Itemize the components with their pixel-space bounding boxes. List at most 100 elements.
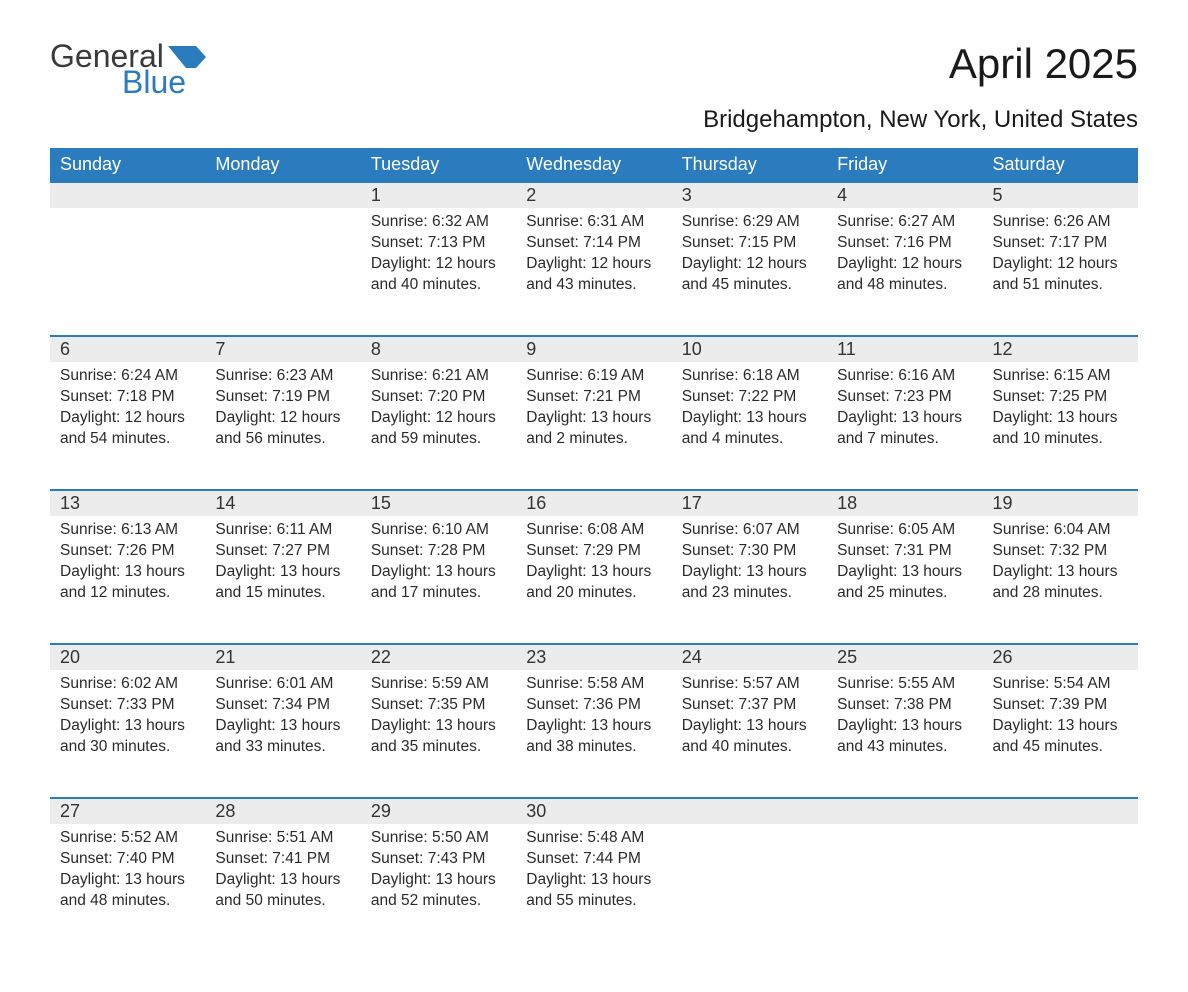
day-content-row: Sunrise: 5:52 AMSunset: 7:40 PMDaylight:… (50, 824, 1138, 952)
day-content-cell: Sunrise: 6:01 AMSunset: 7:34 PMDaylight:… (205, 670, 360, 798)
sunset-line: Sunset: 7:14 PM (526, 233, 661, 254)
day-content-cell: Sunrise: 6:18 AMSunset: 7:22 PMDaylight:… (672, 362, 827, 490)
sunset-line: Sunset: 7:13 PM (371, 233, 506, 254)
sunset-line: Sunset: 7:31 PM (837, 541, 972, 562)
weekday-header: Monday (205, 148, 360, 182)
sunrise-line: Sunrise: 6:31 AM (526, 212, 661, 233)
brand-logo: General Blue (50, 40, 206, 98)
sunrise-line: Sunrise: 6:11 AM (215, 520, 350, 541)
day-number-cell: 9 (516, 336, 671, 362)
day-number-cell (983, 798, 1138, 824)
daylight-line: Daylight: 13 hours and 25 minutes. (837, 562, 972, 604)
sunset-line: Sunset: 7:19 PM (215, 387, 350, 408)
day-content-cell: Sunrise: 6:16 AMSunset: 7:23 PMDaylight:… (827, 362, 982, 490)
sunset-line: Sunset: 7:20 PM (371, 387, 506, 408)
sunrise-line: Sunrise: 5:52 AM (60, 828, 195, 849)
day-number-row: 12345 (50, 182, 1138, 208)
calendar-table: SundayMondayTuesdayWednesdayThursdayFrid… (50, 148, 1138, 952)
day-number-cell: 18 (827, 490, 982, 516)
sunset-line: Sunset: 7:28 PM (371, 541, 506, 562)
sunset-line: Sunset: 7:16 PM (837, 233, 972, 254)
day-number-cell: 20 (50, 644, 205, 670)
sunset-line: Sunset: 7:15 PM (682, 233, 817, 254)
day-content-cell: Sunrise: 6:27 AMSunset: 7:16 PMDaylight:… (827, 208, 982, 336)
sunset-line: Sunset: 7:44 PM (526, 849, 661, 870)
sunrise-line: Sunrise: 6:01 AM (215, 674, 350, 695)
daylight-line: Daylight: 13 hours and 52 minutes. (371, 870, 506, 912)
day-number-cell: 6 (50, 336, 205, 362)
sunrise-line: Sunrise: 5:48 AM (526, 828, 661, 849)
sunrise-line: Sunrise: 5:59 AM (371, 674, 506, 695)
daylight-line: Daylight: 13 hours and 40 minutes. (682, 716, 817, 758)
day-content-cell: Sunrise: 6:32 AMSunset: 7:13 PMDaylight:… (361, 208, 516, 336)
sunset-line: Sunset: 7:17 PM (993, 233, 1128, 254)
day-content-cell: Sunrise: 5:51 AMSunset: 7:41 PMDaylight:… (205, 824, 360, 952)
daylight-line: Daylight: 13 hours and 17 minutes. (371, 562, 506, 604)
daylight-line: Daylight: 13 hours and 2 minutes. (526, 408, 661, 450)
weekday-header: Tuesday (361, 148, 516, 182)
day-number-cell: 26 (983, 644, 1138, 670)
daylight-line: Daylight: 13 hours and 28 minutes. (993, 562, 1128, 604)
sunrise-line: Sunrise: 6:13 AM (60, 520, 195, 541)
sunset-line: Sunset: 7:25 PM (993, 387, 1128, 408)
day-content-cell (205, 208, 360, 336)
daylight-line: Daylight: 12 hours and 54 minutes. (60, 408, 195, 450)
sunrise-line: Sunrise: 6:32 AM (371, 212, 506, 233)
sunrise-line: Sunrise: 6:26 AM (993, 212, 1128, 233)
sunrise-line: Sunrise: 6:18 AM (682, 366, 817, 387)
day-number-cell: 13 (50, 490, 205, 516)
day-number-row: 13141516171819 (50, 490, 1138, 516)
sunrise-line: Sunrise: 5:50 AM (371, 828, 506, 849)
day-number-cell: 11 (827, 336, 982, 362)
daylight-line: Daylight: 13 hours and 33 minutes. (215, 716, 350, 758)
day-content-cell: Sunrise: 5:57 AMSunset: 7:37 PMDaylight:… (672, 670, 827, 798)
day-content-cell: Sunrise: 5:58 AMSunset: 7:36 PMDaylight:… (516, 670, 671, 798)
day-number-cell: 10 (672, 336, 827, 362)
day-number-cell: 30 (516, 798, 671, 824)
day-number-cell: 22 (361, 644, 516, 670)
sunset-line: Sunset: 7:23 PM (837, 387, 972, 408)
sunset-line: Sunset: 7:39 PM (993, 695, 1128, 716)
logo-text-blue: Blue (122, 66, 206, 98)
sunrise-line: Sunrise: 5:51 AM (215, 828, 350, 849)
day-number-cell: 1 (361, 182, 516, 208)
day-number-cell: 19 (983, 490, 1138, 516)
day-content-cell: Sunrise: 6:07 AMSunset: 7:30 PMDaylight:… (672, 516, 827, 644)
sunrise-line: Sunrise: 6:07 AM (682, 520, 817, 541)
day-number-cell (50, 182, 205, 208)
daylight-line: Daylight: 13 hours and 20 minutes. (526, 562, 661, 604)
sunrise-line: Sunrise: 6:10 AM (371, 520, 506, 541)
daylight-line: Daylight: 13 hours and 55 minutes. (526, 870, 661, 912)
day-number-cell: 5 (983, 182, 1138, 208)
day-number-cell (672, 798, 827, 824)
day-content-cell: Sunrise: 6:15 AMSunset: 7:25 PMDaylight:… (983, 362, 1138, 490)
day-number-cell: 29 (361, 798, 516, 824)
daylight-line: Daylight: 13 hours and 4 minutes. (682, 408, 817, 450)
day-content-cell: Sunrise: 5:59 AMSunset: 7:35 PMDaylight:… (361, 670, 516, 798)
sunset-line: Sunset: 7:33 PM (60, 695, 195, 716)
sunrise-line: Sunrise: 6:19 AM (526, 366, 661, 387)
day-number-cell: 16 (516, 490, 671, 516)
day-number-cell: 4 (827, 182, 982, 208)
weekday-header: Friday (827, 148, 982, 182)
day-content-cell (827, 824, 982, 952)
day-content-cell: Sunrise: 6:08 AMSunset: 7:29 PMDaylight:… (516, 516, 671, 644)
weekday-header-row: SundayMondayTuesdayWednesdayThursdayFrid… (50, 148, 1138, 182)
day-content-cell: Sunrise: 6:19 AMSunset: 7:21 PMDaylight:… (516, 362, 671, 490)
sunset-line: Sunset: 7:38 PM (837, 695, 972, 716)
day-content-cell: Sunrise: 6:29 AMSunset: 7:15 PMDaylight:… (672, 208, 827, 336)
day-number-cell: 14 (205, 490, 360, 516)
daylight-line: Daylight: 13 hours and 12 minutes. (60, 562, 195, 604)
day-number-cell: 17 (672, 490, 827, 516)
sunset-line: Sunset: 7:18 PM (60, 387, 195, 408)
weekday-header: Wednesday (516, 148, 671, 182)
daylight-line: Daylight: 12 hours and 56 minutes. (215, 408, 350, 450)
day-number-cell (827, 798, 982, 824)
day-number-cell: 3 (672, 182, 827, 208)
daylight-line: Daylight: 13 hours and 38 minutes. (526, 716, 661, 758)
daylight-line: Daylight: 13 hours and 48 minutes. (60, 870, 195, 912)
sunset-line: Sunset: 7:29 PM (526, 541, 661, 562)
sunset-line: Sunset: 7:27 PM (215, 541, 350, 562)
sunrise-line: Sunrise: 6:24 AM (60, 366, 195, 387)
day-content-row: Sunrise: 6:02 AMSunset: 7:33 PMDaylight:… (50, 670, 1138, 798)
